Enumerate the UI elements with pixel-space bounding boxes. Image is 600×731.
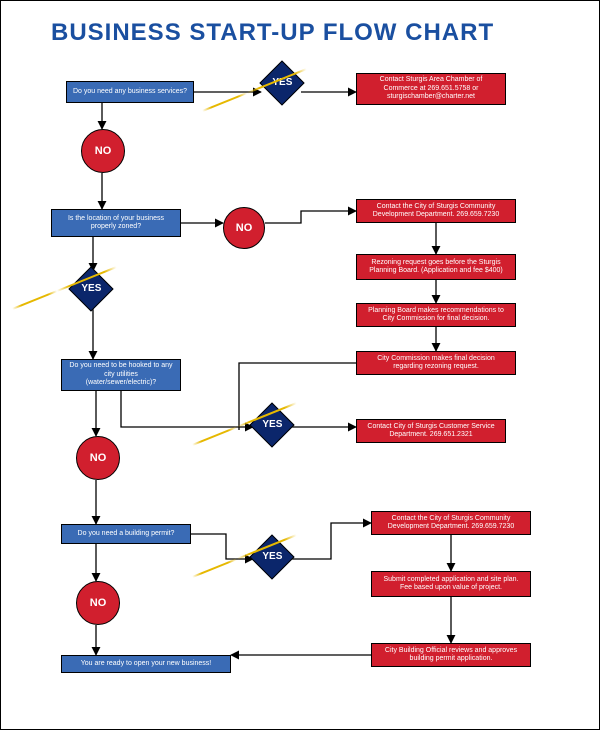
page-title: BUSINESS START-UP FLOW CHART [51, 19, 494, 47]
circle-no4: NO [76, 581, 120, 625]
edge [265, 211, 356, 223]
node-c1: Contact Sturgis Area Chamber of Commerce… [356, 73, 506, 105]
node-c4b: Submit completed application and site pl… [371, 571, 531, 597]
node-c4c: City Building Official reviews and appro… [371, 643, 531, 667]
edge [121, 391, 253, 427]
diamond-yes3: YES [249, 402, 294, 447]
diamond-label: YES [262, 419, 282, 430]
node-c4a: Contact the City of Sturgis Community De… [371, 511, 531, 535]
gold-dash [192, 426, 237, 446]
gold-dash [12, 290, 57, 310]
node-c2d: City Commission makes final decision reg… [356, 351, 516, 375]
node-q2: Is the location of your business properl… [51, 209, 181, 237]
circle-no1: NO [81, 129, 125, 173]
node-q3: Do you need to be hooked to any city uti… [61, 359, 181, 391]
node-done: You are ready to open your new business! [61, 655, 231, 673]
circle-no2: NO [223, 207, 265, 249]
gold-dash [202, 92, 247, 112]
node-c3: Contact City of Sturgis Customer Service… [356, 419, 506, 443]
node-c2a: Contact the City of Sturgis Community De… [356, 199, 516, 223]
diamond-label: YES [262, 551, 282, 562]
node-q4: Do you need a building permit? [61, 524, 191, 544]
node-q1: Do you need any business services? [66, 81, 194, 103]
diamond-yes2: YES [68, 266, 113, 311]
circle-no3: NO [76, 436, 120, 480]
gold-dash [192, 558, 237, 578]
node-c2c: Planning Board makes recommendations to … [356, 303, 516, 327]
node-c2b: Rezoning request goes before the Sturgis… [356, 254, 516, 280]
flowchart-page: BUSINESS START-UP FLOW CHART Do you need… [0, 0, 600, 730]
diamond-label: YES [81, 283, 101, 294]
edge [291, 523, 371, 559]
diamond-yes4: YES [249, 534, 294, 579]
